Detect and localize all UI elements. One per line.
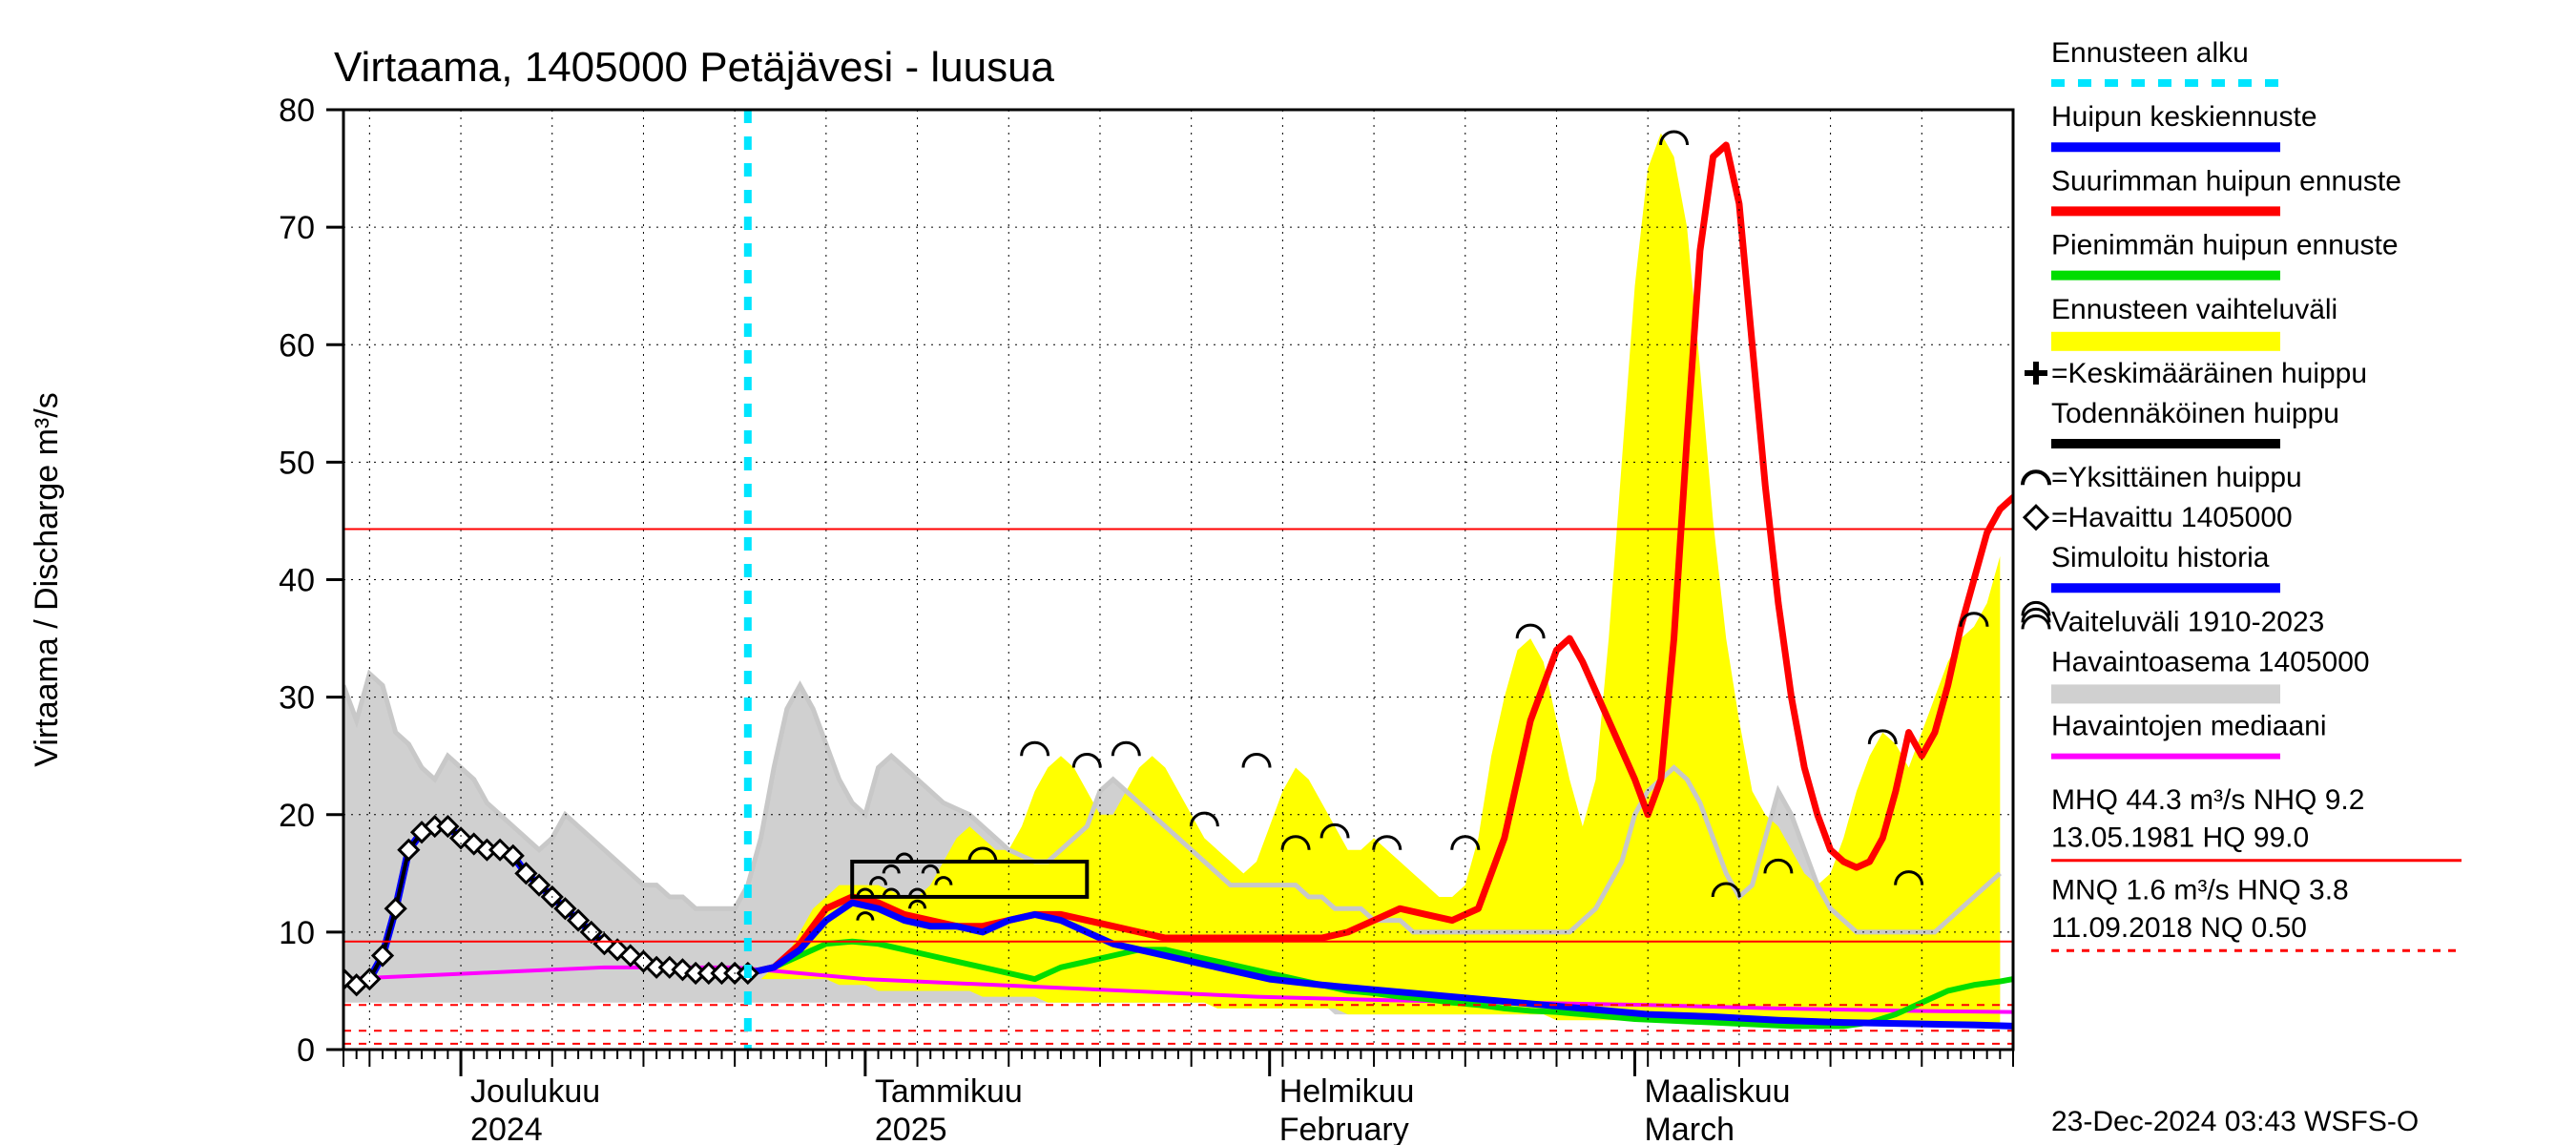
legend-stat: 13.05.1981 HQ 99.0 bbox=[2051, 822, 2309, 854]
y-axis-label: Virtaama / Discharge m³/s bbox=[29, 392, 65, 766]
legend-swatch bbox=[2051, 684, 2280, 703]
legend-label: Ennusteen vaihteluväli bbox=[2051, 294, 2337, 325]
legend-label: Havaintoasema 1405000 bbox=[2051, 646, 2370, 677]
x-month-label: Tammikuu bbox=[875, 1073, 1023, 1110]
legend-label: =Havaittu 1405000 bbox=[2051, 502, 2293, 533]
legend-label: Vaiteluväli 1910-2023 bbox=[2051, 606, 2324, 637]
legend-stat: 11.09.2018 NQ 0.50 bbox=[2051, 912, 2307, 944]
legend-label: =Keskimääräinen huippu bbox=[2051, 358, 2367, 389]
y-tick-label: 10 bbox=[279, 915, 315, 951]
y-tick-label: 40 bbox=[279, 563, 315, 599]
y-tick-label: 20 bbox=[279, 798, 315, 834]
legend-swatch bbox=[2051, 332, 2280, 351]
legend-label: =Yksittäinen huippu bbox=[2051, 462, 2302, 493]
x-year-label: 2025 bbox=[875, 1112, 947, 1145]
y-tick-label: 50 bbox=[279, 445, 315, 481]
legend-label: Huipun keskiennuste bbox=[2051, 101, 2317, 133]
x-year-label: February bbox=[1279, 1112, 1409, 1145]
legend-label: Simuloitu historia bbox=[2051, 542, 2270, 573]
y-tick-label: 70 bbox=[279, 210, 315, 246]
legend-label: Havaintojen mediaani bbox=[2051, 711, 2327, 742]
chart-title: Virtaama, 1405000 Petäjävesi - luusua bbox=[334, 44, 1055, 91]
chart-footer: 23-Dec-2024 03:43 WSFS-O bbox=[2051, 1106, 2419, 1137]
legend-label: Ennusteen alku bbox=[2051, 37, 2249, 69]
y-tick-label: 0 bbox=[297, 1032, 315, 1069]
x-month-label: Joulukuu bbox=[470, 1073, 600, 1110]
legend-label: Pienimmän huipun ennuste bbox=[2051, 230, 2399, 261]
y-tick-label: 60 bbox=[279, 327, 315, 364]
legend-label: Todennäköinen huippu bbox=[2051, 398, 2339, 429]
legend-stat: MNQ 1.6 m³/s HNQ 3.8 bbox=[2051, 874, 2349, 906]
x-month-label: Helmikuu bbox=[1279, 1073, 1415, 1110]
y-tick-label: 30 bbox=[279, 680, 315, 717]
x-year-label: 2024 bbox=[470, 1112, 543, 1145]
legend-stat: MHQ 44.3 m³/s NHQ 9.2 bbox=[2051, 784, 2364, 816]
x-year-label: March bbox=[1645, 1112, 1735, 1145]
legend-label: Suurimman huipun ennuste bbox=[2051, 165, 2401, 197]
x-month-label: Maaliskuu bbox=[1645, 1073, 1791, 1110]
y-tick-label: 80 bbox=[279, 93, 315, 129]
